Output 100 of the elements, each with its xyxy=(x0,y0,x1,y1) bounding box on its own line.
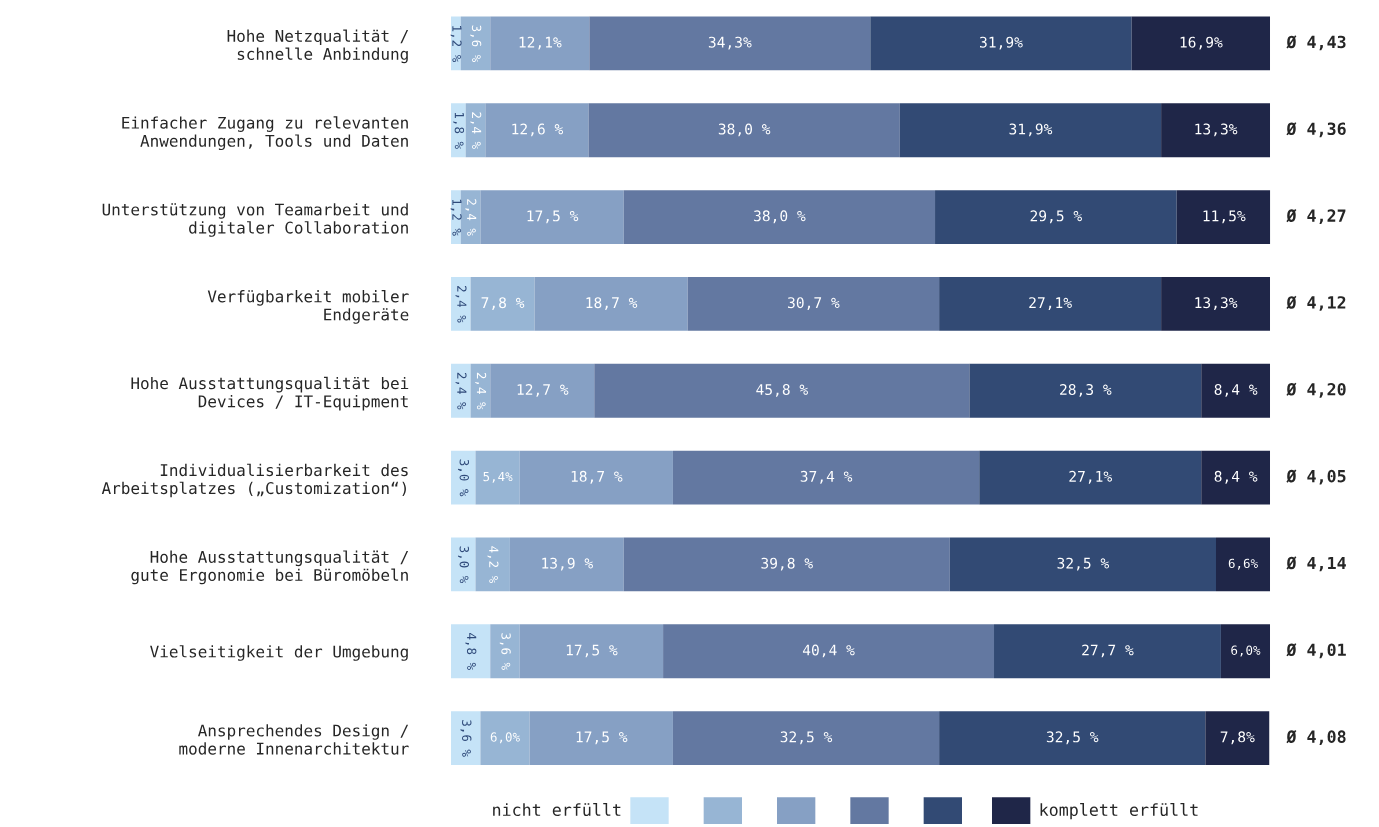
bar xyxy=(969,363,1202,418)
data-label: 12,7 % xyxy=(517,384,569,397)
data-label: 32,5 % xyxy=(1057,557,1109,571)
bar xyxy=(460,190,481,245)
bar xyxy=(485,103,589,158)
y-tick-label: Unterstützung von Teamarbeit und digitaler Collaboration xyxy=(102,203,408,237)
y-tick-label: Einfacher Zugang zu relevanten Anwendungen, Tools und Daten xyxy=(122,116,408,151)
legend-label: komplett erfüllt xyxy=(1040,803,1198,820)
bar xyxy=(450,103,466,158)
bar xyxy=(450,363,471,418)
bar xyxy=(1201,363,1271,418)
data-label: 32,5 % xyxy=(1046,731,1099,745)
text: Ø 4,08 xyxy=(1286,730,1346,746)
bar xyxy=(509,537,624,592)
bar xyxy=(465,103,486,158)
data-label: 11,5% xyxy=(1203,210,1246,224)
bar xyxy=(450,277,471,331)
data-label: 12,6 % xyxy=(512,123,564,137)
bar xyxy=(623,190,936,245)
bar xyxy=(450,537,476,592)
data-label: 39,8 % xyxy=(761,557,813,571)
bar xyxy=(1201,450,1271,505)
bar xyxy=(1131,16,1271,71)
text: Ø 4,36 xyxy=(1286,122,1346,138)
data-label: 3,0 % xyxy=(457,459,470,497)
bar xyxy=(490,363,595,418)
data-label: 17,5 % xyxy=(527,210,579,224)
data-label: 3,6 % xyxy=(499,633,511,670)
bar xyxy=(480,711,530,766)
data-label: 38,0 % xyxy=(718,123,771,137)
text: nicht erfüllt xyxy=(493,803,621,817)
data-label: 1,2 % xyxy=(450,26,462,63)
bar xyxy=(949,537,1216,592)
text: Ø 4,27 xyxy=(1286,209,1346,225)
data-label: 5,4% xyxy=(483,471,513,483)
bar xyxy=(490,16,590,71)
bar xyxy=(490,624,520,679)
data-label: 34,3% xyxy=(708,36,752,50)
data-label: 37,4 % xyxy=(800,470,853,484)
data-label: 30,7 % xyxy=(788,297,840,311)
data-label: 1,2 % xyxy=(450,199,462,236)
data-label: 18,7 % xyxy=(571,470,623,484)
data-label: 4,8 % xyxy=(465,633,477,670)
bar xyxy=(1216,537,1271,592)
y-tick-label: Ansprechendes Design / moderne Innenarchitektur xyxy=(179,724,409,755)
bar xyxy=(1161,103,1271,158)
text: Ø 4,43 xyxy=(1286,35,1346,51)
data-label: 27,1% xyxy=(1069,470,1112,484)
bar xyxy=(979,450,1202,505)
bar xyxy=(529,711,673,766)
data-label: 13,3% xyxy=(1195,123,1238,137)
data-label: 16,9% xyxy=(1180,36,1223,50)
data-label: 3,6 % xyxy=(470,25,482,63)
bar xyxy=(1205,711,1270,766)
bar xyxy=(994,624,1221,679)
data-label: 2,4 % xyxy=(470,112,482,149)
data-label: 1,8 % xyxy=(453,112,465,149)
bar xyxy=(450,711,481,766)
data-label: 3,0 % xyxy=(457,546,470,584)
bar xyxy=(480,190,624,245)
bar xyxy=(1220,624,1271,679)
y-tick-label: Hohe Ausstattungsqualität / gute Ergonomie bei Büromöbeln xyxy=(131,550,409,585)
bar xyxy=(594,363,970,418)
data-label: 32,5 % xyxy=(780,731,833,745)
text: Ø 4,20 xyxy=(1286,382,1346,398)
bar xyxy=(935,190,1177,245)
data-label: 6,0% xyxy=(490,732,520,744)
data-label: 31,9% xyxy=(1009,123,1053,137)
text: Ø 4,05 xyxy=(1286,469,1346,485)
bar xyxy=(519,450,673,505)
y-tick-label: Hohe Netzqualität / schnelle Anbindung xyxy=(227,29,409,64)
bar xyxy=(663,624,995,679)
text: Ø 4,01 xyxy=(1286,643,1346,659)
data-label: 17,5 % xyxy=(566,644,618,658)
bar xyxy=(939,711,1206,766)
data-label: 8,4 % xyxy=(1214,470,1258,484)
data-label: 12,1% xyxy=(519,36,562,50)
data-label: 6,0% xyxy=(1231,645,1261,657)
bar xyxy=(470,363,491,418)
bar xyxy=(672,450,980,505)
data-label: 38,0 % xyxy=(754,210,806,224)
text: Ø 4,14 xyxy=(1286,556,1346,572)
data-label: 3,6 % xyxy=(460,720,472,757)
bar xyxy=(534,277,688,331)
data-label: 2,4 % xyxy=(465,199,477,236)
bar xyxy=(470,277,535,331)
data-label: 6,6% xyxy=(1228,558,1258,570)
bar xyxy=(475,537,510,592)
text: Ø 4,12 xyxy=(1286,295,1346,311)
bar xyxy=(589,16,871,71)
data-label: 40,4 % xyxy=(802,644,855,658)
data-label: 4,2 % xyxy=(487,546,499,584)
bar xyxy=(450,624,491,679)
y-tick-label: Vielseitigkeit der Umgebung xyxy=(150,645,408,661)
data-label: 28,3 % xyxy=(1060,384,1112,397)
bar xyxy=(1176,190,1271,245)
data-label: 27,1% xyxy=(1029,297,1072,311)
y-tick-label: Individualisierbarkeit des Arbeitsplatzes („Customization“) xyxy=(101,463,408,498)
bar xyxy=(899,103,1162,158)
bar xyxy=(672,711,940,766)
